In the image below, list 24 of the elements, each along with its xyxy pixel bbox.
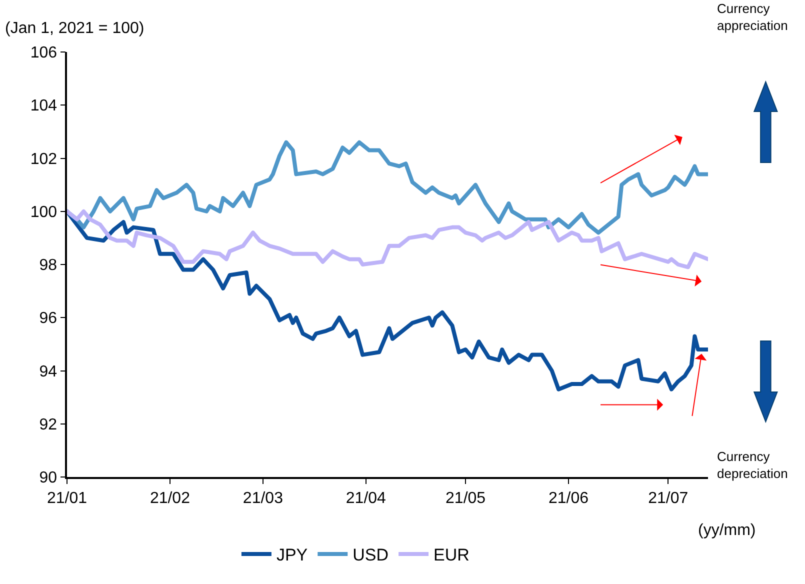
x-tick-label: 21/03 xyxy=(242,490,284,507)
x-tick-label: 21/06 xyxy=(548,490,589,507)
y-tick-label: 98 xyxy=(39,257,58,274)
legend-label: JPY xyxy=(276,546,308,565)
text: Currency appreciation xyxy=(717,1,788,33)
y-tick-label: 102 xyxy=(30,150,58,168)
y-axis-title: (Jan 1, 2021 = 100) xyxy=(5,20,144,37)
x-tick-label: 21/01 xyxy=(46,490,88,507)
x-tick-label: 21/05 xyxy=(446,490,486,507)
legend-label: EUR xyxy=(434,546,470,565)
y-tick-label: 92 xyxy=(39,416,58,434)
x-tick-label: 21/02 xyxy=(150,490,190,507)
y-tick-label: 100 xyxy=(30,204,58,221)
x-tick-label: 21/04 xyxy=(346,490,386,507)
legend-label: USD xyxy=(352,546,389,565)
x-tick-label: 21/07 xyxy=(648,490,688,507)
y-tick-label: 104 xyxy=(30,98,58,115)
y-tick-label: 90 xyxy=(39,470,58,487)
x-axis-title: (yy/mm) xyxy=(698,522,756,539)
y-tick-label: 96 xyxy=(39,310,58,328)
line-series xyxy=(67,209,708,270)
y-tick-label: 106 xyxy=(30,44,58,62)
text: Currency depreciation xyxy=(717,449,788,481)
y-tick-label: 94 xyxy=(39,363,58,380)
